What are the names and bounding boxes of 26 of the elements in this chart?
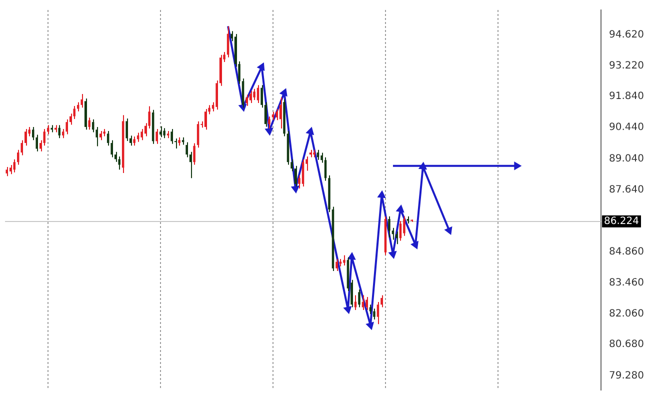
ref-line-label: 86.224 [604,216,640,227]
point [377,190,386,198]
y-tick-label: 83.460 [609,277,644,288]
y-tick-label: 90.440 [609,122,644,134]
y-tick-label: 82.060 [609,308,644,320]
y-tick-label: 93.220 [609,60,644,72]
point [347,252,356,260]
y-tick-label: 94.620 [609,29,644,40]
y-tick-label: 87.640 [609,184,644,196]
point [418,162,428,170]
point [444,226,452,235]
y-tick-label: 84.860 [609,246,644,258]
y-tick-label: 79.280 [609,370,644,382]
point [264,128,274,136]
y-tick-label: 91.840 [609,91,644,102]
point [306,126,314,136]
y-tick-label: 89.040 [609,153,644,164]
y-tick-label: 80.680 [609,339,644,350]
point [410,240,418,250]
point [366,322,374,330]
point [279,88,288,97]
point [396,204,404,213]
point [256,62,265,72]
point [388,250,397,260]
point [290,186,300,194]
point [343,306,352,314]
